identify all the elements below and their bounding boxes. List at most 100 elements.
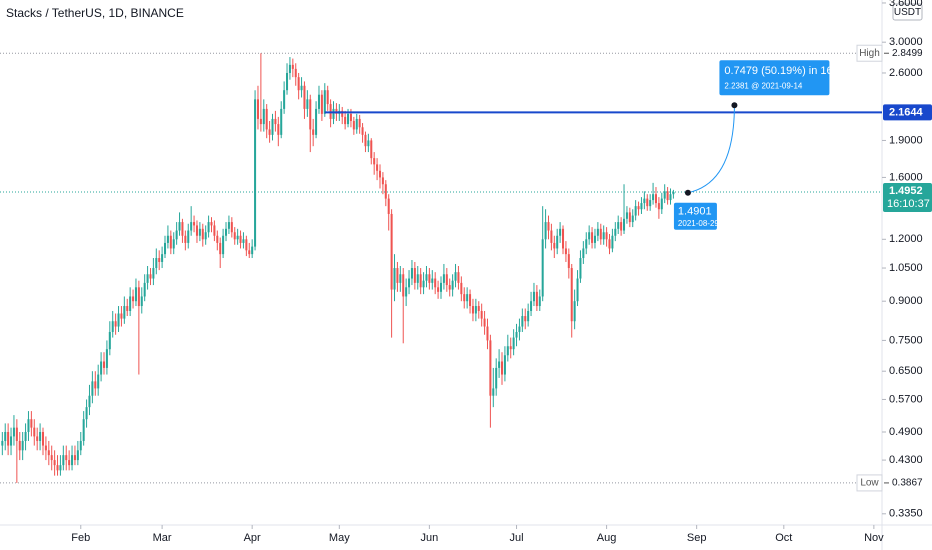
currency-label: USDT (894, 7, 921, 18)
candle-body (477, 306, 480, 311)
y-tick-label: 1.2000 (889, 233, 923, 245)
y-tick-label: 0.5700 (889, 393, 923, 405)
candle-body (117, 313, 120, 327)
candle-body (355, 118, 358, 130)
x-tick-label: Mar (153, 532, 172, 544)
candle-body (628, 212, 631, 223)
candle-body (100, 361, 103, 375)
candle-body (111, 321, 114, 332)
candle-body (245, 239, 248, 251)
candle-body (471, 306, 474, 314)
candle-body (1, 440, 4, 446)
candle-body (291, 64, 294, 69)
candle-body (172, 239, 175, 249)
candle-body (317, 94, 321, 109)
candle-body (591, 232, 594, 243)
candle-body (71, 455, 74, 466)
low-label: Low (860, 478, 879, 489)
candle-body (361, 127, 364, 135)
candle-body (341, 110, 344, 117)
candle-body (602, 232, 605, 240)
candle-body (390, 213, 393, 290)
candle-body (530, 301, 533, 311)
candle-body (573, 301, 576, 322)
candle-body (44, 445, 47, 451)
candle-body (649, 200, 652, 207)
candle-body (408, 278, 411, 288)
candle-body (105, 349, 108, 368)
candle-body (413, 268, 416, 283)
candle-body (352, 120, 355, 130)
candle-body (515, 331, 518, 338)
candle-body (4, 431, 7, 441)
candle-body (588, 232, 591, 240)
candle-body (222, 235, 225, 255)
candle-body (466, 294, 469, 302)
candle-body (451, 280, 454, 290)
candle-body (27, 419, 30, 432)
candle-body (132, 296, 135, 302)
candle-body (306, 99, 309, 109)
candle-body (419, 274, 422, 288)
candle-body (274, 118, 277, 125)
y-tick-label: 1.9000 (889, 134, 923, 146)
candle-body (219, 242, 222, 255)
x-tick-label: Feb (71, 532, 90, 544)
currency-box (892, 3, 923, 21)
candle-body (454, 272, 457, 281)
candle-body (646, 198, 649, 207)
candle-body (286, 72, 289, 91)
candle-body (663, 191, 666, 199)
last-price-box (883, 182, 932, 212)
projection-end-box (719, 60, 830, 96)
candle-body (483, 318, 486, 327)
candle-body (532, 291, 535, 302)
candle-body (297, 77, 300, 91)
candle-body (190, 222, 193, 231)
candle-body (669, 194, 672, 201)
candle-body (288, 64, 291, 73)
candle-body (376, 164, 379, 171)
candle-body (448, 285, 451, 290)
candle-body (114, 321, 117, 327)
candle-body (158, 258, 161, 262)
candle-body (265, 108, 268, 130)
candle-body (579, 258, 582, 279)
candle-body (550, 230, 553, 243)
candle-body (254, 99, 257, 247)
candle-body (65, 455, 68, 461)
candle-body (323, 90, 326, 114)
candle-body (198, 228, 201, 236)
candle-body (152, 268, 155, 279)
candle-body (283, 90, 286, 109)
y-tick-label: 1.0500 (889, 262, 923, 274)
candle-body (97, 374, 100, 389)
candle-body (161, 254, 164, 262)
candle-body (271, 118, 274, 135)
candle-body (143, 282, 146, 297)
horizontal-line-label: 2.1644 (889, 106, 924, 118)
candle-body (335, 108, 338, 114)
candle-body (553, 242, 556, 249)
low-value-box (883, 474, 932, 491)
y-tick-label: 0.3350 (889, 508, 923, 520)
candle-body (140, 296, 143, 307)
y-tick-label: 0.6500 (889, 365, 923, 377)
candle-body (463, 294, 466, 302)
candle-body (123, 306, 126, 319)
candle-body (495, 367, 498, 389)
candle-body (399, 274, 402, 283)
candle-body (349, 113, 352, 121)
candle-body (512, 337, 515, 350)
candle-body (634, 206, 637, 216)
high-value-box (883, 45, 932, 62)
candle-body (599, 228, 602, 240)
candle-body (469, 294, 472, 307)
candle-body (33, 427, 36, 437)
candle-body (53, 460, 56, 466)
candle-body (88, 395, 91, 408)
projection-end-label: 2.2381 @ 2021-09-14 (724, 81, 803, 90)
candle-body (381, 177, 384, 185)
candle-body (207, 222, 210, 233)
x-tick-label: Nov (864, 532, 884, 544)
